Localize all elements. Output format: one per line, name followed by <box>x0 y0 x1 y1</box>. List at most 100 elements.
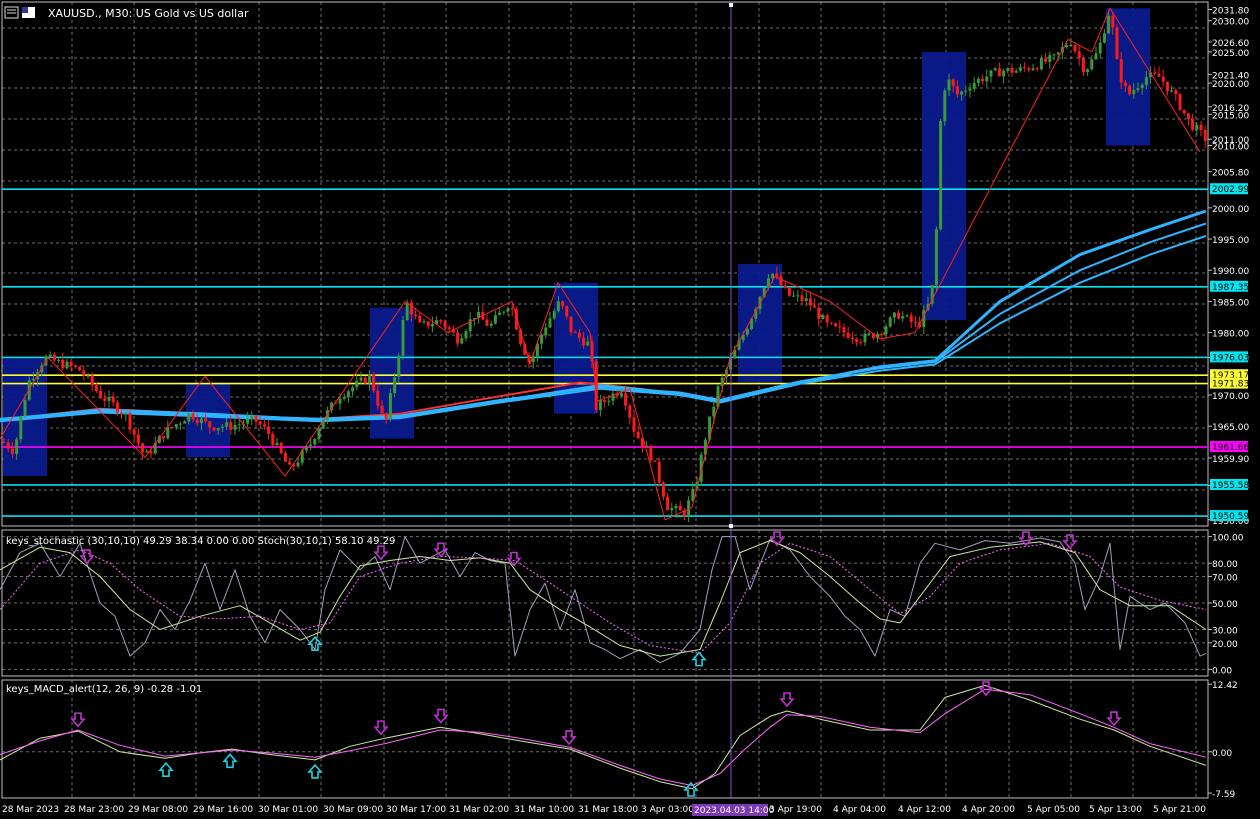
candle-bull <box>275 442 279 446</box>
candle-bull <box>556 301 560 312</box>
candle-bull <box>145 451 149 453</box>
candle-bull <box>972 83 976 89</box>
candle-bear <box>1157 73 1161 77</box>
crosshair-handle[interactable] <box>729 3 733 7</box>
macd-axis-tick-label: 12.42 <box>1212 681 1238 691</box>
candle-bear <box>871 333 875 339</box>
price-axis-tick-label: 2030.00 <box>1212 18 1249 28</box>
candle-bear <box>808 298 812 306</box>
candle-bear <box>73 365 77 367</box>
candle-bear <box>229 422 233 430</box>
candle-bear <box>418 316 422 323</box>
candle-bear <box>191 413 195 420</box>
candle-bull <box>1006 68 1010 71</box>
price-axis-tick-label: 1970.00 <box>1212 392 1249 402</box>
candle-bear <box>1128 85 1132 95</box>
candle-bull <box>741 334 745 341</box>
candle-bull <box>313 439 317 445</box>
time-axis-label: 4 Apr 12:00 <box>898 805 951 815</box>
macd-axis-tick-label: -7.59 <box>1212 790 1236 800</box>
candle-bull <box>187 413 191 422</box>
candle-bear <box>582 337 586 346</box>
candle-bull <box>754 308 758 319</box>
price-level-label: 1976.03 <box>1212 353 1249 363</box>
candle-bull <box>645 445 649 447</box>
candle-bull <box>233 424 237 430</box>
flag-icon-canton <box>22 7 28 13</box>
candle-bull <box>548 318 552 328</box>
candle-bull <box>1144 77 1148 85</box>
price-axis-tick-label: 2016.20 <box>1212 104 1249 114</box>
symbol-title: XAUUSD., M30: US Gold vs US dollar <box>48 7 249 20</box>
stochastic-pane[interactable]: 100.00 80.00 70.00 50.00 30.00 20.00 0.00 <box>0 529 1244 677</box>
candle-bull <box>1107 15 1111 34</box>
candle-bull <box>708 416 712 440</box>
price-axis-tick-label: 1965.00 <box>1212 423 1249 433</box>
candle-bull <box>464 331 468 339</box>
price-level-label: 1961.66 <box>1212 443 1249 453</box>
candle-bull <box>1132 89 1136 95</box>
candle-bull <box>405 302 409 321</box>
candle-bear <box>1027 68 1031 70</box>
candle-bull <box>993 68 997 71</box>
candle-bull <box>985 76 989 82</box>
stoch-axis-tick-label: 100.00 <box>1212 534 1244 544</box>
candle-bear <box>1191 118 1195 130</box>
signal-arrow-down-icon <box>1106 711 1122 727</box>
candle-bear <box>447 327 451 330</box>
candle-bull <box>178 423 182 425</box>
candle-bull <box>506 308 510 312</box>
signal-arrow-up-icon <box>683 781 699 797</box>
candle-bull <box>430 324 434 327</box>
crosshair-handle[interactable] <box>729 524 733 528</box>
candle-bear <box>678 505 682 511</box>
price-level-label: 1973.17 <box>1212 371 1249 381</box>
candle-bear <box>485 319 489 326</box>
candle-bull <box>1018 67 1022 71</box>
candle-bear <box>527 354 531 363</box>
candle-bear <box>1073 45 1077 52</box>
candle-bull <box>489 323 493 326</box>
candle-bull <box>1170 90 1174 92</box>
candle-bull <box>472 318 476 320</box>
candle-bear <box>258 421 262 425</box>
candle-bull <box>15 439 19 454</box>
candle-bear <box>800 295 804 302</box>
candle-bear <box>1186 113 1190 119</box>
price-level-label-box <box>1210 369 1248 381</box>
candle-bear <box>456 332 460 344</box>
candle-bull <box>1048 55 1052 62</box>
candle-bear <box>813 305 817 308</box>
candle-bear <box>78 366 82 371</box>
candle-bull <box>460 338 464 344</box>
candle-bear <box>1174 90 1178 95</box>
stoch-axis-tick-label: 20.00 <box>1212 640 1238 650</box>
candle-bear <box>825 315 829 323</box>
candle-bear <box>10 448 14 454</box>
candle-bear <box>1081 58 1085 73</box>
price-level-label: 2002.99 <box>1212 185 1249 195</box>
price-axis-tick-label: 2021.40 <box>1212 71 1249 81</box>
signal-arrow-down-icon <box>70 712 86 728</box>
candle-bear <box>115 402 119 413</box>
price-level-label: 1971.83 <box>1212 380 1249 390</box>
candle-bull <box>674 505 678 509</box>
chart-menu-icon[interactable] <box>4 6 19 19</box>
candle-bull <box>401 320 405 356</box>
candle-bull <box>321 419 325 429</box>
candle-bear <box>69 361 73 366</box>
price-axis-tick-label: 1990.00 <box>1212 267 1249 277</box>
candle-bull <box>237 424 241 426</box>
candle-bull <box>1195 124 1199 130</box>
candle-bear <box>842 327 846 333</box>
candle-bull <box>1031 68 1035 70</box>
candle-bull <box>901 316 905 319</box>
stoch-axis-tick-label: 70.00 <box>1212 573 1238 583</box>
candle-bull <box>964 90 968 92</box>
candle-bull <box>1098 42 1102 54</box>
selected-time-box <box>692 804 768 816</box>
candle-bull <box>477 311 481 319</box>
candle-bull <box>619 393 623 396</box>
